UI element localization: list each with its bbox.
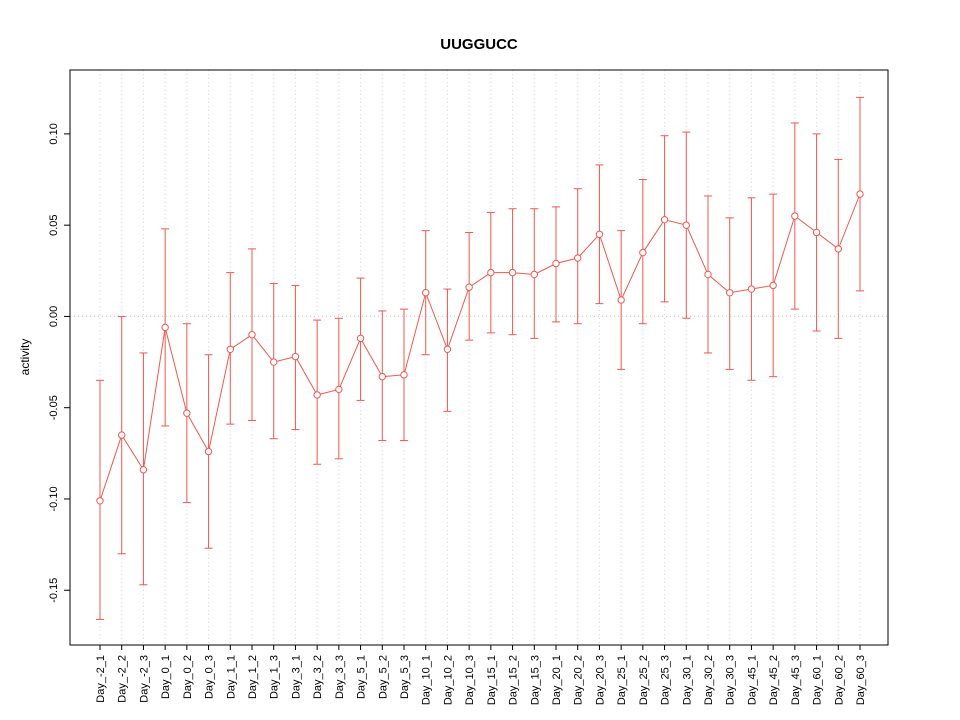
x-tick-label: Day_0_2	[182, 655, 194, 699]
error-bars	[96, 96, 864, 620]
x-tick-label: Day_3_2	[312, 655, 324, 699]
gridlines	[70, 70, 888, 645]
data-points	[96, 190, 864, 505]
data-point	[443, 345, 452, 353]
data-point	[335, 385, 343, 394]
x-tick-label: Day_-2_1	[95, 655, 107, 703]
x-tick-label: Day_0_3	[204, 655, 216, 699]
x-tick-label: Day_1_1	[225, 655, 237, 699]
data-point	[660, 215, 669, 224]
data-point	[248, 330, 256, 339]
y-tick-label: 0.10	[48, 123, 60, 144]
data-point	[682, 221, 690, 229]
y-tick-label: -0.15	[48, 578, 60, 603]
y-tick-label: 0.05	[48, 214, 60, 235]
data-point	[812, 228, 821, 237]
x-tick-label: Day_1_3	[269, 655, 281, 699]
x-tick-label: Day_5_3	[399, 655, 411, 699]
data-point	[487, 268, 495, 277]
x-tick-label: Day_25_3	[660, 655, 672, 705]
data-point	[834, 245, 842, 253]
x-tick-label: Day_60_3	[855, 655, 867, 705]
x-tick-label: Day_15_3	[529, 655, 541, 705]
axes: -0.15 -0.10 -0.05 0.00 0.05 0.10 Day_-2_1 Day_-…	[48, 69, 889, 705]
x-tick-label: Day_0_1	[160, 655, 172, 699]
y-tick-label: -0.05	[48, 395, 60, 420]
data-point	[356, 334, 365, 343]
y-tick-label: 0.00	[48, 306, 60, 327]
data-point	[726, 288, 734, 297]
x-tick-label: Day_1_2	[247, 655, 259, 699]
data-point	[704, 270, 712, 279]
x-tick-label: Day_5_2	[377, 655, 389, 699]
data-point	[204, 447, 213, 456]
data-point	[465, 283, 473, 291]
data-point	[856, 190, 864, 198]
x-tick-label: Day_20_3	[594, 655, 606, 705]
x-tick-label: Day_20_2	[573, 655, 585, 705]
x-tick-label: Day_3_1	[290, 655, 302, 699]
data-point	[574, 254, 582, 262]
x-tick-label: Day_30_1	[681, 655, 693, 705]
data-point	[378, 372, 386, 381]
x-tick-label: Day_3_3	[334, 655, 346, 699]
data-point	[791, 212, 799, 220]
data-point	[139, 466, 148, 474]
x-tick-label: Day_60_2	[833, 655, 845, 705]
y-tick-label: -0.10	[48, 486, 60, 511]
x-tick-label: Day_30_2	[703, 655, 715, 705]
data-point	[769, 281, 777, 290]
data-point	[118, 431, 126, 439]
x-tick-label: Day_30_3	[725, 655, 737, 705]
x-tick-label: Day_5_1	[356, 655, 368, 699]
data-point	[400, 371, 408, 379]
x-tick-label: Day_25_1	[616, 655, 628, 705]
x-tick-label: Day_45_3	[790, 655, 802, 705]
data-point	[422, 288, 430, 297]
data-point	[552, 259, 560, 268]
x-tick-label: Day_15_1	[486, 655, 498, 705]
data-point	[291, 352, 300, 361]
x-tick-label: Day_20_1	[551, 655, 563, 705]
x-tick-label: Day_45_2	[768, 655, 780, 705]
x-tick-label: Day_-2_3	[138, 655, 150, 703]
x-tick-label: Day_10_2	[442, 655, 454, 705]
chart-title: UUGGUCC	[440, 36, 518, 53]
data-point	[508, 268, 517, 277]
data-point	[183, 409, 191, 417]
data-point	[226, 345, 234, 353]
data-point	[313, 391, 321, 399]
x-tick-label: Day_60_1	[812, 655, 824, 705]
data-point	[530, 270, 538, 279]
data-point	[747, 285, 756, 293]
data-point	[617, 296, 625, 304]
x-tick-label: Day_10_1	[421, 655, 433, 705]
x-tick-label: Day_45_1	[746, 655, 758, 705]
x-tick-label: Day_15_2	[508, 655, 520, 705]
x-tick-label: Day_10_3	[464, 655, 476, 705]
data-point	[96, 497, 104, 505]
x-tick-label: Day_-2_2	[117, 655, 129, 703]
data-point	[270, 358, 278, 366]
series-line	[99, 193, 861, 501]
data-point	[161, 323, 169, 332]
x-tick-label: Day_25_2	[638, 655, 650, 705]
data-point	[639, 248, 647, 257]
data-point	[595, 230, 604, 238]
